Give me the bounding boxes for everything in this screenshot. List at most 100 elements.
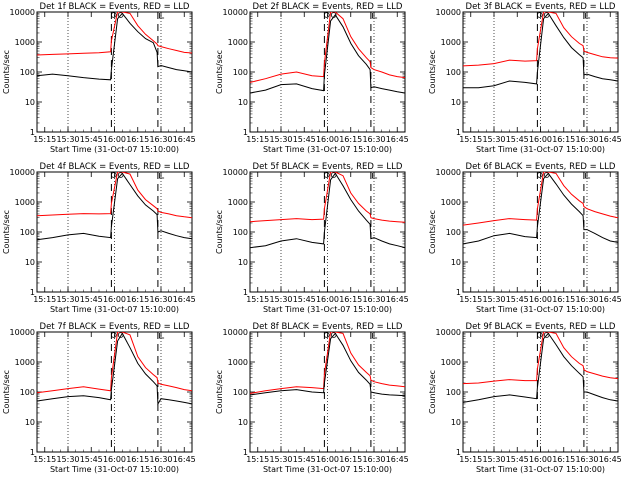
panel-det-7: Det 7f BLACK = Events, RED = LLD 1 10 100 10… <box>2 322 196 474</box>
panel-title: Det 3f BLACK = Events, RED = LLD <box>466 2 616 12</box>
x-tick-label: 16:30 <box>575 295 598 304</box>
y-tick-label: 1000 <box>228 38 248 47</box>
panel-det-9: Det 9f BLACK = Events, RED = LLD 1 10 100 10… <box>428 322 622 474</box>
events-series-line <box>250 14 405 94</box>
x-tick-label: 16:00 <box>316 455 339 464</box>
y-tick-label: 10000 <box>10 8 35 17</box>
x-tick-label: 15:30 <box>56 295 79 304</box>
y-axis-label: Counts/sec <box>428 50 437 94</box>
y-tick-label: 1 <box>30 448 35 457</box>
x-tick-label: 15:45 <box>80 455 103 464</box>
x-tick-label: 15:45 <box>293 135 316 144</box>
x-tick-label: 16:00 <box>103 135 126 144</box>
y-axis-label: Counts/sec <box>215 50 224 94</box>
x-tick-label: 15:45 <box>506 295 529 304</box>
attenuator-marker <box>543 332 550 338</box>
x-tick-label: 16:30 <box>575 135 598 144</box>
panel-title: Det 4f BLACK = Events, RED = LLD <box>40 162 190 172</box>
y-tick-label: 100 <box>446 388 461 397</box>
y-tick-label: 100 <box>20 68 35 77</box>
x-tick-label: 16:15 <box>126 455 149 464</box>
panel-title: Det 7f BLACK = Events, RED = LLD <box>40 322 190 332</box>
panel-title: Det 1f BLACK = Events, RED = LLD <box>40 2 190 12</box>
attenuator-marker <box>117 12 124 18</box>
decimation-marker <box>159 173 165 179</box>
x-tick-label: 16:45 <box>386 135 409 144</box>
lld-series-line <box>250 12 405 83</box>
x-tick-label: 16:15 <box>552 295 575 304</box>
panel-det-3: Det 3f BLACK = Events, RED = LLD 1 10 100 10… <box>428 2 622 154</box>
panel-title: Det 8f BLACK = Events, RED = LLD <box>253 322 403 332</box>
x-tick-label: 15:15 <box>33 295 56 304</box>
lld-series-line <box>250 172 405 223</box>
y-axis-label: Counts/sec <box>2 50 11 94</box>
attenuator-marker <box>330 172 337 178</box>
events-series-line <box>463 172 618 245</box>
x-tick-label: 15:15 <box>246 135 269 144</box>
y-tick-label: 10 <box>25 418 35 427</box>
y-tick-label: 10 <box>238 418 248 427</box>
panel-det-5: Det 5f BLACK = Events, RED = LLD 1 10 100 10… <box>215 162 409 314</box>
y-tick-label: 1 <box>456 288 461 297</box>
x-tick-label: 15:30 <box>482 135 505 144</box>
decimation-marker <box>585 13 591 19</box>
attenuator-marker <box>536 172 543 178</box>
y-tick-label: 10 <box>451 258 461 267</box>
x-tick-label: 16:45 <box>173 455 196 464</box>
lld-series-line <box>37 332 192 394</box>
x-tick-label: 15:15 <box>246 295 269 304</box>
y-axis-label: Counts/sec <box>428 370 437 414</box>
y-tick-label: 10 <box>238 98 248 107</box>
x-tick-label: 16:45 <box>599 455 622 464</box>
x-tick-label: 16:45 <box>386 455 409 464</box>
decimation-marker <box>159 333 165 339</box>
x-tick-label: 16:30 <box>575 455 598 464</box>
events-series-line <box>37 332 192 406</box>
attenuator-marker <box>110 332 117 338</box>
x-axis-label: Start Time (31-Oct-07 15:10:00) <box>476 305 605 314</box>
attenuator-marker <box>536 332 543 338</box>
x-tick-label: 16:00 <box>529 135 552 144</box>
y-axis-label: Counts/sec <box>215 370 224 414</box>
x-tick-label: 15:45 <box>506 135 529 144</box>
x-tick-label: 16:15 <box>339 135 362 144</box>
attenuator-marker <box>536 12 543 18</box>
y-tick-label: 1 <box>456 128 461 137</box>
y-tick-label: 10000 <box>223 328 248 337</box>
lld-series-line <box>250 332 405 394</box>
y-tick-label: 1 <box>456 448 461 457</box>
panel-title: Det 5f BLACK = Events, RED = LLD <box>253 162 403 172</box>
y-tick-label: 100 <box>233 388 248 397</box>
y-tick-label: 1 <box>243 288 248 297</box>
attenuator-marker <box>543 12 550 18</box>
y-tick-label: 10000 <box>436 328 461 337</box>
x-tick-label: 16:00 <box>316 135 339 144</box>
panel-det-2: Det 2f BLACK = Events, RED = LLD 1 10 100 10… <box>215 2 409 154</box>
attenuator-marker <box>117 172 124 178</box>
x-tick-label: 16:15 <box>339 295 362 304</box>
x-axis-label: Start Time (31-Oct-07 15:10:00) <box>50 145 179 154</box>
x-tick-label: 16:00 <box>103 455 126 464</box>
decimation-marker <box>159 13 165 19</box>
attenuator-marker <box>110 12 117 18</box>
attenuator-marker <box>323 172 330 178</box>
attenuator-marker <box>330 12 337 18</box>
panel-title: Det 9f BLACK = Events, RED = LLD <box>466 322 616 332</box>
panel-det-1: Det 1f BLACK = Events, RED = LLD 1 10 100 10… <box>2 2 196 154</box>
y-axis-label: Counts/sec <box>428 210 437 254</box>
y-tick-label: 1000 <box>441 38 461 47</box>
x-tick-label: 15:30 <box>269 455 292 464</box>
y-axis-label: Counts/sec <box>215 210 224 254</box>
panel-title: Det 2f BLACK = Events, RED = LLD <box>253 2 403 12</box>
x-tick-label: 15:15 <box>459 455 482 464</box>
x-tick-label: 15:30 <box>269 295 292 304</box>
lld-series-line <box>463 12 618 67</box>
attenuator-marker <box>323 12 330 18</box>
x-tick-label: 15:30 <box>269 135 292 144</box>
y-tick-label: 10000 <box>223 168 248 177</box>
y-tick-label: 10 <box>451 418 461 427</box>
decimation-marker <box>372 13 378 19</box>
x-tick-label: 16:15 <box>126 295 149 304</box>
panel-det-4: Det 4f BLACK = Events, RED = LLD 1 10 100 10… <box>2 162 196 314</box>
